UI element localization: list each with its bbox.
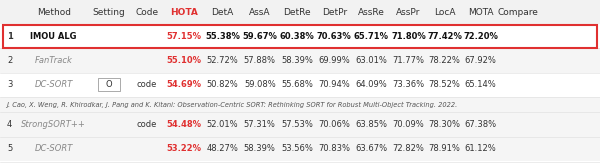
Bar	[0, 97, 600, 112]
Text: O: O	[106, 80, 113, 89]
Text: 57.88%: 57.88%	[244, 56, 276, 65]
Text: 50.82%: 50.82%	[207, 80, 238, 89]
Text: J. Cao, X. Weng, R. Khirodkar, J. Pang and K. Kitani: Observation-Centric SORT: : J. Cao, X. Weng, R. Khirodkar, J. Pang a…	[6, 102, 457, 108]
Text: 58.39%: 58.39%	[281, 56, 313, 65]
Text: code: code	[137, 80, 157, 89]
Text: 3: 3	[7, 80, 12, 89]
Text: 71.77%: 71.77%	[392, 56, 425, 65]
Text: 63.85%: 63.85%	[355, 120, 388, 129]
Text: Setting: Setting	[93, 8, 125, 17]
Text: 67.92%: 67.92%	[464, 56, 497, 65]
Text: 78.91%: 78.91%	[428, 144, 461, 153]
Text: 53.22%: 53.22%	[166, 144, 201, 153]
Text: 78.52%: 78.52%	[428, 80, 461, 89]
Bar	[0, 48, 600, 72]
Text: 78.30%: 78.30%	[428, 120, 461, 129]
Bar	[0, 112, 600, 137]
Text: 70.06%: 70.06%	[318, 120, 350, 129]
Text: DetPr: DetPr	[322, 8, 347, 17]
Text: 52.72%: 52.72%	[207, 56, 238, 65]
Text: 72.82%: 72.82%	[392, 144, 425, 153]
Text: DetRe: DetRe	[283, 8, 311, 17]
Bar	[98, 78, 120, 91]
Text: 78.22%: 78.22%	[428, 56, 461, 65]
Text: HOTA: HOTA	[170, 8, 197, 17]
Text: 55.38%: 55.38%	[205, 32, 240, 41]
Text: 64.09%: 64.09%	[356, 80, 387, 89]
Text: code: code	[137, 120, 157, 129]
Text: 73.36%: 73.36%	[392, 80, 425, 89]
Text: StrongSORT++: StrongSORT++	[21, 120, 86, 129]
Text: 59.08%: 59.08%	[244, 80, 275, 89]
Text: 65.14%: 65.14%	[465, 80, 496, 89]
Text: MOTA: MOTA	[468, 8, 493, 17]
Text: 58.39%: 58.39%	[244, 144, 276, 153]
Text: 69.99%: 69.99%	[319, 56, 350, 65]
Text: Method: Method	[37, 8, 71, 17]
Text: AssRe: AssRe	[358, 8, 385, 17]
Text: 57.53%: 57.53%	[281, 120, 313, 129]
Text: 52.01%: 52.01%	[207, 120, 238, 129]
Bar	[0, 72, 600, 97]
Text: 54.48%: 54.48%	[166, 120, 201, 129]
Text: Compare: Compare	[497, 8, 538, 17]
Text: DetA: DetA	[211, 8, 234, 17]
Text: IMOU ALG: IMOU ALG	[31, 32, 77, 41]
Text: LocA: LocA	[434, 8, 455, 17]
Bar	[3, 25, 597, 48]
Text: 4: 4	[7, 120, 12, 129]
Text: 48.27%: 48.27%	[206, 144, 239, 153]
Text: 57.31%: 57.31%	[244, 120, 276, 129]
Text: 63.01%: 63.01%	[355, 56, 388, 65]
Text: AssPr: AssPr	[397, 8, 421, 17]
Text: 53.56%: 53.56%	[281, 144, 313, 153]
Bar	[0, 0, 600, 24]
Text: Code: Code	[135, 8, 158, 17]
Text: 55.10%: 55.10%	[166, 56, 201, 65]
Text: 72.20%: 72.20%	[463, 32, 498, 41]
Text: 65.71%: 65.71%	[354, 32, 389, 41]
Text: 63.67%: 63.67%	[355, 144, 388, 153]
Text: 77.42%: 77.42%	[427, 32, 462, 41]
Text: 59.67%: 59.67%	[242, 32, 277, 41]
Text: 5: 5	[7, 144, 12, 153]
Text: 54.69%: 54.69%	[166, 80, 201, 89]
Text: DC-SORT: DC-SORT	[35, 144, 73, 153]
Text: 71.80%: 71.80%	[391, 32, 426, 41]
Text: 2: 2	[7, 56, 12, 65]
Text: FanTrack: FanTrack	[35, 56, 73, 65]
Bar	[0, 137, 600, 161]
Text: 70.83%: 70.83%	[318, 144, 350, 153]
Text: 70.94%: 70.94%	[319, 80, 350, 89]
Text: 1: 1	[7, 32, 13, 41]
Text: 60.38%: 60.38%	[280, 32, 314, 41]
Text: 67.38%: 67.38%	[464, 120, 497, 129]
Text: 55.68%: 55.68%	[281, 80, 313, 89]
Text: 61.12%: 61.12%	[465, 144, 496, 153]
Text: DC-SORT: DC-SORT	[35, 80, 73, 89]
Text: 70.09%: 70.09%	[393, 120, 424, 129]
Text: 70.63%: 70.63%	[317, 32, 352, 41]
Text: AssA: AssA	[249, 8, 271, 17]
Bar	[0, 24, 600, 48]
Text: 57.15%: 57.15%	[166, 32, 201, 41]
